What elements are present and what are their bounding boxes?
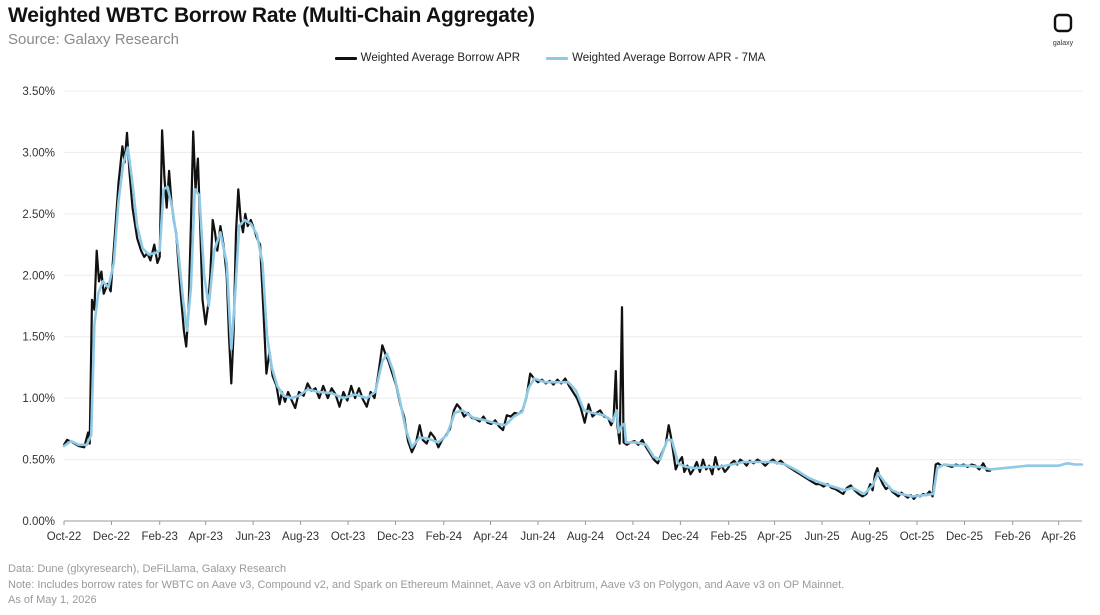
chart-legend: Weighted Average Borrow APR Weighted Ave… [0, 52, 1100, 64]
footer-as-of: As of May 1, 2026 [8, 594, 97, 606]
x-tick-label: Oct-23 [331, 531, 366, 543]
x-tick-label: Apr-24 [473, 531, 508, 543]
legend-swatch-borrow-apr [334, 56, 357, 60]
x-tick-label: Apr-26 [1041, 531, 1076, 543]
x-tick-label: Aug-24 [567, 531, 605, 543]
footer-data-source: Data: Dune (glxyresearch), DeFiLlama, Ga… [8, 563, 287, 575]
legend-item-borrow-apr-7ma: Weighted Average Borrow APR - 7MA [546, 52, 765, 64]
y-tick-label: 1.00% [22, 393, 55, 405]
y-tick-label: 2.50% [22, 209, 55, 221]
x-tick-label: Feb-24 [426, 531, 463, 543]
chart-subtitle: Source: Galaxy Research [8, 31, 179, 48]
series-line-borrow-apr-7ma [62, 146, 1084, 498]
x-tick-label: Jun-23 [236, 531, 271, 543]
y-tick-label: 2.00% [22, 270, 55, 282]
legend-swatch-borrow-apr-7ma [546, 56, 569, 60]
x-tick-label: Oct-25 [900, 531, 935, 543]
line-chart: 0.00% 0.50% 1.00% 1.50% 2.00% 2.50% 3.00% 3.50%… [22, 86, 1084, 543]
y-tick-label: 0.00% [22, 516, 55, 528]
legend-label-borrow-apr: Weighted Average Borrow APR [360, 52, 521, 64]
x-tick-label: Dec-25 [946, 531, 983, 543]
y-tick-label: 1.50% [22, 332, 55, 344]
logo-text: galaxy [1052, 40, 1074, 47]
x-tick-label: Jun-25 [804, 531, 839, 543]
y-tick-label: 3.00% [22, 147, 55, 159]
x-tick-label: Dec-23 [377, 531, 414, 543]
x-tick-label: Aug-25 [851, 531, 888, 543]
x-tick-label: Jun-24 [520, 531, 556, 543]
galaxy-logo: galaxy [1040, 12, 1086, 47]
chart-title: Weighted WBTC Borrow Rate (Multi-Chain A… [8, 4, 535, 27]
x-tick-label: Dec-22 [93, 531, 130, 543]
x-tick-label: Feb-25 [710, 531, 746, 543]
galaxy-logo-icon [1053, 13, 1073, 33]
legend-label-borrow-apr-7ma: Weighted Average Borrow APR - 7MA [572, 52, 766, 64]
footer-note: Note: Includes borrow rates for WBTC on … [8, 578, 845, 591]
x-tick-label: Dec-24 [662, 531, 700, 543]
x-tick-label: Apr-25 [757, 531, 792, 543]
series-line-borrow-apr [62, 129, 992, 500]
x-tick-label: Aug-23 [282, 531, 319, 543]
chart-footer: Data: Dune (glxyresearch), DeFiLlama, Ga… [8, 562, 844, 609]
x-tick-label: Oct-24 [616, 531, 651, 543]
x-tick-label: Feb-26 [995, 531, 1031, 543]
x-tick-label: Apr-23 [188, 531, 223, 543]
legend-item-borrow-apr: Weighted Average Borrow APR [334, 52, 521, 64]
y-tick-label: 3.50% [22, 86, 55, 98]
y-tick-label: 0.50% [22, 455, 55, 467]
x-tick-label: Feb-23 [142, 531, 178, 543]
x-tick-label: Oct-22 [47, 531, 82, 543]
